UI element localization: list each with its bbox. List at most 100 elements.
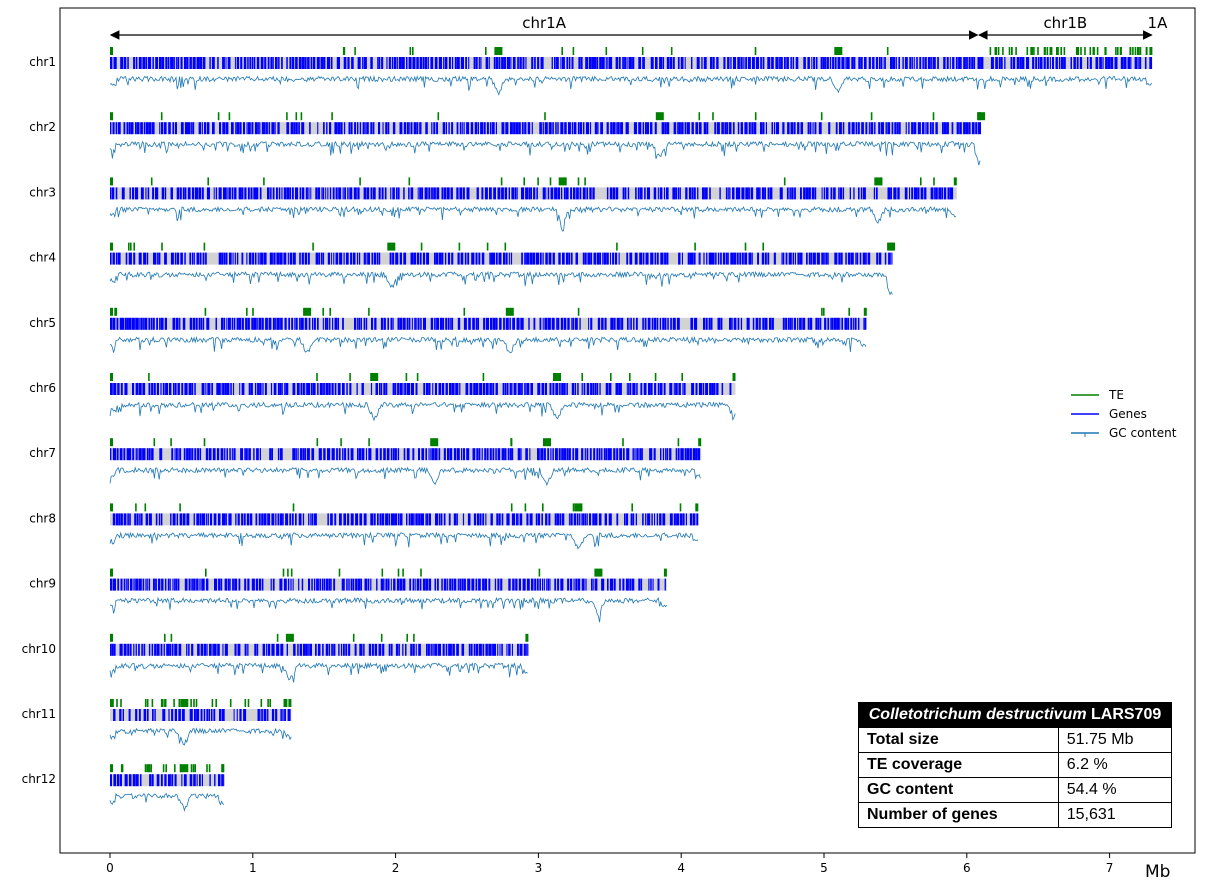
- gene-mark: [448, 122, 450, 135]
- gene-mark: [125, 578, 127, 591]
- te-mark: [160, 112, 163, 121]
- te-mark: [848, 307, 850, 316]
- gene-mark: [622, 448, 625, 461]
- gene-mark: [495, 57, 499, 69]
- gene-mark: [693, 187, 696, 200]
- te-block: [834, 47, 843, 55]
- te-mark: [754, 112, 757, 121]
- gene-mark: [845, 57, 847, 69]
- gene-mark: [363, 57, 367, 69]
- gene-mark: [862, 252, 866, 265]
- gene-mark: [719, 187, 721, 200]
- gene-mark: [572, 448, 575, 461]
- te-mark: [681, 373, 683, 381]
- gene-mark: [132, 774, 136, 787]
- summary-row-label: GC content: [858, 777, 1059, 803]
- gene-mark: [717, 252, 720, 265]
- gene-mark: [858, 57, 861, 69]
- gene-mark: [771, 122, 773, 135]
- gene-mark: [374, 317, 377, 330]
- gene-mark: [393, 57, 397, 69]
- gene-mark: [589, 513, 592, 526]
- gene-mark: [409, 578, 412, 591]
- gene-mark: [858, 187, 860, 200]
- te-mark: [282, 568, 285, 577]
- gene-mark: [380, 317, 384, 330]
- te-mark: [537, 177, 539, 186]
- te-mark: [170, 438, 172, 447]
- gene-mark: [287, 252, 289, 265]
- gene-mark: [853, 317, 855, 330]
- gene-mark: [511, 513, 515, 526]
- gene-mark: [610, 252, 611, 265]
- gene-mark: [148, 122, 152, 135]
- gene-mark: [261, 317, 264, 330]
- gene-mark: [397, 383, 400, 395]
- gene-mark: [378, 122, 381, 135]
- gene-mark: [459, 187, 463, 200]
- gene-mark: [135, 317, 139, 330]
- gene-mark: [356, 383, 358, 395]
- gene-mark: [539, 122, 542, 135]
- gene-mark: [180, 57, 183, 69]
- gene-mark: [156, 383, 159, 395]
- te-mark: [288, 699, 292, 707]
- gene-mark: [367, 122, 369, 135]
- gene-mark: [512, 317, 515, 330]
- gene-mark: [411, 317, 413, 330]
- gene-mark: [473, 643, 476, 656]
- te-mark: [151, 699, 154, 707]
- gene-mark: [557, 317, 560, 330]
- gene-mark: [659, 57, 663, 69]
- gene-mark: [745, 187, 749, 200]
- gene-mark: [819, 317, 822, 330]
- te-mark: [229, 699, 232, 707]
- gene-mark: [283, 187, 287, 200]
- gene-mark: [691, 187, 694, 200]
- gene-mark: [574, 317, 578, 330]
- gene-mark: [397, 448, 400, 461]
- te-mark: [322, 307, 324, 316]
- gene-mark: [744, 122, 748, 135]
- gene-mark: [946, 122, 949, 135]
- gene-mark: [346, 578, 348, 591]
- gene-mark: [438, 643, 441, 656]
- gene-mark: [872, 57, 875, 69]
- gene-mark: [463, 448, 465, 461]
- gene-mark: [310, 513, 312, 526]
- gene-mark: [160, 383, 162, 395]
- gene-mark: [447, 448, 449, 461]
- gene-mark: [361, 448, 365, 461]
- gene-mark: [240, 57, 243, 69]
- gene-mark: [664, 252, 667, 265]
- gene-mark: [128, 709, 131, 721]
- gene-mark: [321, 187, 323, 200]
- gene-mark: [449, 578, 451, 591]
- gene-mark: [516, 122, 519, 135]
- gene-mark: [318, 448, 322, 461]
- gene-mark: [140, 774, 142, 787]
- gene-mark: [115, 122, 118, 135]
- gene-mark: [284, 383, 286, 395]
- gene-mark: [205, 252, 207, 265]
- gene-mark: [181, 383, 184, 395]
- gene-mark: [711, 252, 715, 265]
- gene-mark: [116, 774, 120, 787]
- te-mark: [164, 699, 167, 707]
- gene-mark: [517, 383, 521, 395]
- gene-mark: [241, 317, 244, 330]
- te-mark: [762, 242, 764, 251]
- gene-mark: [504, 383, 507, 395]
- gene-mark: [581, 448, 584, 461]
- gene-mark: [537, 448, 540, 461]
- gene-mark: [413, 122, 417, 135]
- gene-mark: [576, 187, 579, 200]
- gene-mark: [218, 187, 222, 200]
- gene-mark: [188, 383, 191, 395]
- gene-mark: [1107, 57, 1111, 69]
- gene-mark: [451, 57, 454, 69]
- gene-mark: [254, 122, 258, 135]
- gene-mark: [331, 383, 334, 395]
- gene-mark: [314, 513, 317, 526]
- gene-mark: [278, 513, 280, 526]
